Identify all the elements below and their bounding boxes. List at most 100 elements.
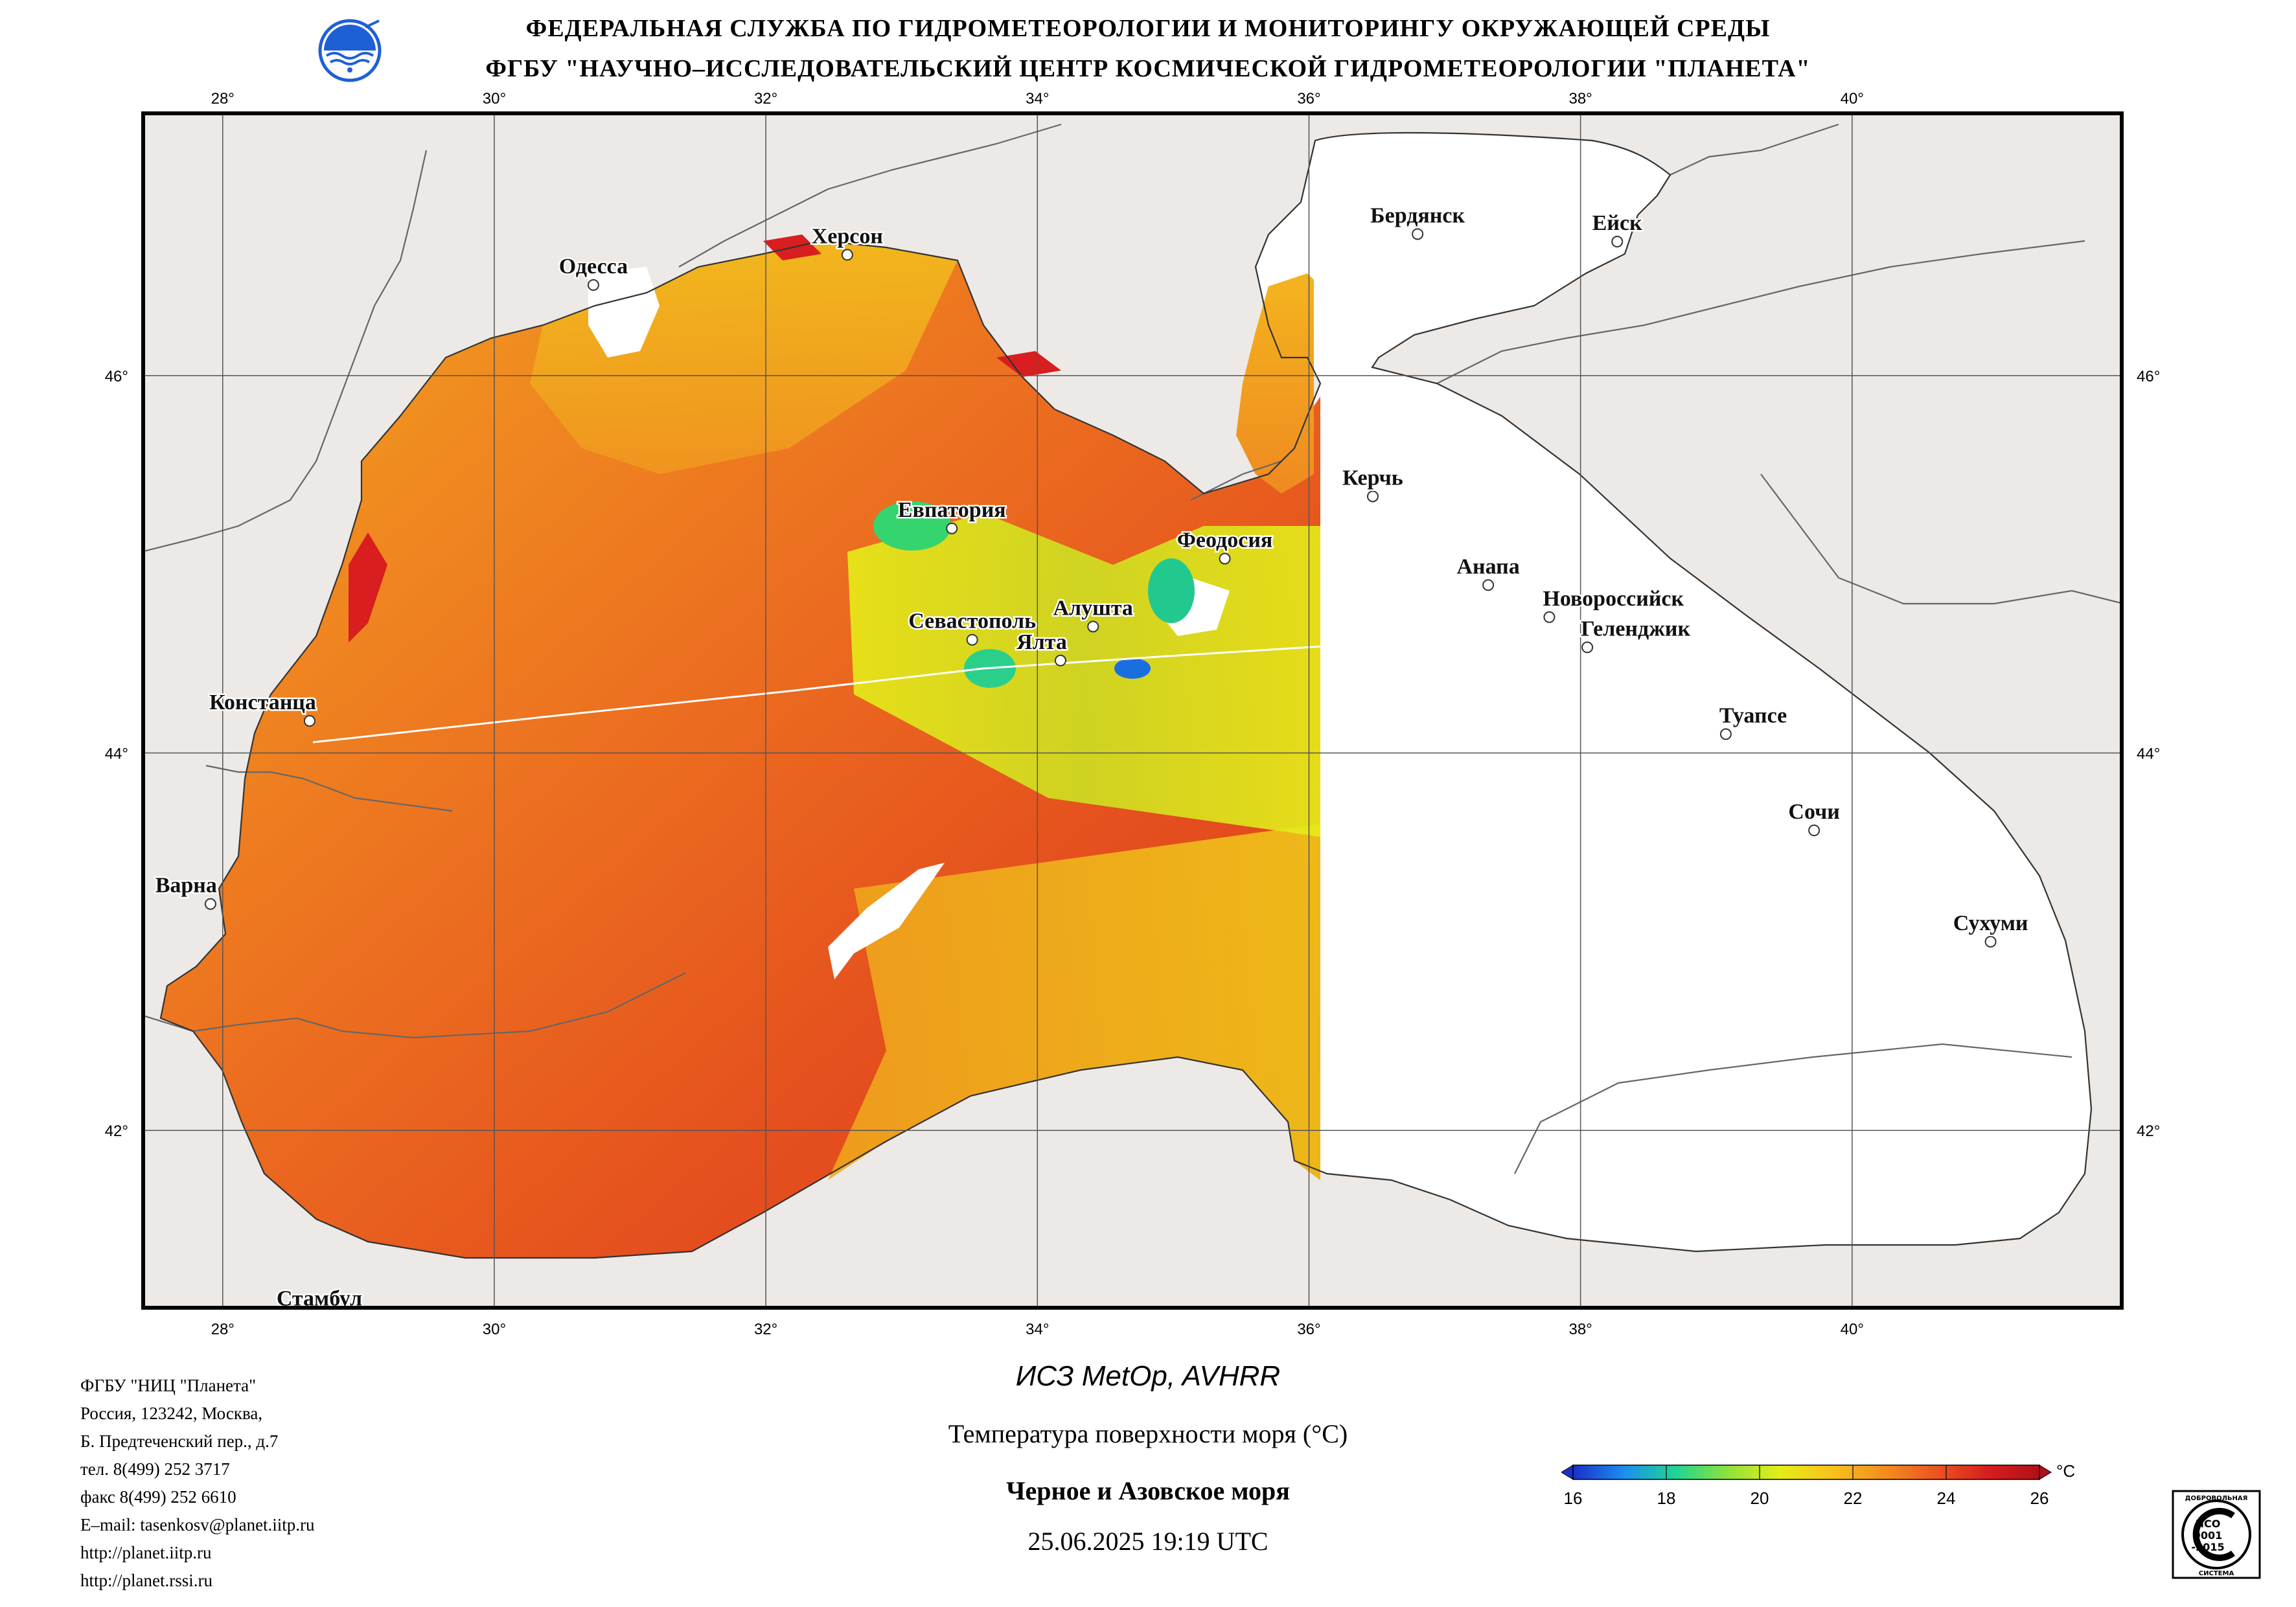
info-line: тел. 8(499) 252 3717 [80,1459,230,1479]
city-marker [1087,621,1099,633]
info-line: Б. Предтеченский пер., д.7 [80,1431,279,1451]
city-label: Анапа [1456,554,1519,578]
city-marker [1581,641,1594,654]
lon-tick-label: 40° [1841,90,1864,108]
city-marker [1412,228,1424,240]
lon-tick-label: 34° [1026,90,1049,108]
lon-tick-label: 30° [483,90,506,108]
lon-tick-label: 30° [483,1321,506,1338]
border-line [1514,1043,2072,1174]
scan-seam [312,645,1321,744]
city-label: Феодосия [1177,528,1273,552]
city-label: Одесса [559,255,628,279]
header-line-1: ФЕДЕРАЛЬНАЯ СЛУЖБА ПО ГИДРОМЕТЕОРОЛОГИИ … [525,15,1771,42]
river-line [1670,123,1839,176]
sst-map: Херсон Одесса Бердянск Ейск Керчь Евпатория Фе… [141,111,2124,1310]
cold-spot [873,501,951,551]
river-line [1436,240,2085,384]
city-label: Варна [155,874,217,898]
cold-spot [1114,658,1151,679]
city-marker [204,898,216,910]
datetime-caption: 25.06.2025 19:19 UTC [1027,1527,1269,1556]
city-marker [1808,825,1820,836]
border-line [141,150,428,553]
warm-lagoon [996,351,1061,377]
iso-certification-badge: ДОБРОВОЛЬНАЯ ИСО 9001 -2015 СИСТЕМА [2172,1490,2261,1579]
colorbar-left-arrow [1561,1465,1574,1480]
lon-tick-label: 36° [1297,90,1320,108]
iso-badge-top: ДОБРОВОЛЬНАЯ [2185,1495,2248,1502]
iso-badge-arc [2192,1508,2235,1561]
info-line: Россия, 123242, Москва, [80,1404,263,1423]
river-line [1190,460,1282,501]
lat-tick-label: 42° [2137,1123,2160,1140]
lon-tick-label: 32° [754,1321,777,1338]
city-label: Севастополь [908,610,1036,633]
lon-tick-label: 34° [1026,1321,1049,1338]
city-marker [946,522,958,534]
city-label: Алушта [1053,596,1132,620]
iso-badge-bottom: СИСТЕМА [2199,1570,2234,1577]
sst-field-azov [1236,273,1314,494]
cloud-gap [828,863,945,979]
city-marker [1219,553,1231,565]
info-line[interactable]: http://planet.iitp.ru [80,1543,212,1562]
cloud-gap [588,267,660,358]
lon-tick-label: 28° [211,90,235,108]
roshydromet-logo-icon [318,19,382,82]
cold-spot [1148,558,1195,623]
city-markers: Херсон Одесса Бердянск Ейск Керчь Евпатория Фе… [154,202,2030,1310]
iso-badge-circle [2181,1499,2251,1569]
city-label: Ейск [1592,211,1642,235]
city-marker [1543,611,1556,623]
city-label: Сухуми [1953,911,2028,935]
border-line [141,972,686,1039]
borders [141,123,2124,1174]
lat-tick-label: 44° [2137,746,2160,763]
iso-badge-mid1: ИСО [2196,1518,2221,1530]
colorbar-tick-label: 18 [1657,1488,1676,1508]
lon-tick-label: 32° [754,90,777,108]
city-label: Сочи [1788,800,1839,824]
parameter-caption: Температура поверхности моря (°C) [948,1419,1348,1448]
city-marker [1482,579,1495,591]
colorbar-tick-label: 22 [1844,1488,1863,1508]
warm-lagoon [349,532,387,643]
city-label: Констанца [209,690,316,714]
city-marker [587,279,599,291]
city-marker [1054,654,1066,667]
colorbar-tick-label: 20 [1751,1488,1769,1508]
lon-tick-label: 38° [1568,90,1592,108]
contact-info: ФГБУ "НИЦ "Планета" Россия, 123242, Моск… [80,1372,315,1595]
river-line [678,123,1062,268]
lon-tick-label: 38° [1568,1321,1592,1338]
info-line[interactable]: http://planet.rssi.ru [80,1571,212,1590]
iso-badge-mid3: -2015 [2191,1541,2224,1553]
lat-tick-label: 46° [2137,368,2160,385]
colorbar-tick-label: 26 [2030,1488,2049,1508]
iso-badge-mid2: 9001 [2194,1529,2223,1542]
city-marker [966,633,978,646]
city-label: Новороссийск [1543,587,1684,611]
city-label: Туапсе [1719,703,1787,727]
city-marker [303,715,316,727]
city-marker [1611,236,1624,248]
city-marker [1366,490,1379,503]
city-label: Херсон [812,224,883,248]
colorbar-ticks: 16 18 20 22 24 26 [1564,1465,2049,1508]
header-line-2: ФГБУ "НАУЧНО–ИССЛЕДОВАТЕЛЬСКИЙ ЦЕНТР КОС… [485,55,1811,82]
satellite-caption: ИСЗ MetOp, AVHRR [1015,1360,1281,1392]
colorbar-unit: °C [2056,1461,2075,1481]
colorbar-right-arrow [2039,1465,2052,1480]
lon-tick-label: 28° [211,1321,235,1338]
lat-tick-label: 46° [105,368,128,385]
city-marker [1719,728,1732,740]
lat-tick-label: 42° [105,1123,128,1140]
colorbar-tick-label: 16 [1564,1488,1583,1508]
iso-badge-frame [2172,1490,2261,1579]
temperature-colorbar: 16 18 20 22 24 26 °C [1561,1461,2075,1508]
city-label: Геленджик [1581,617,1690,641]
coastline [159,131,2093,1259]
city-label: Ялта [1016,630,1067,654]
